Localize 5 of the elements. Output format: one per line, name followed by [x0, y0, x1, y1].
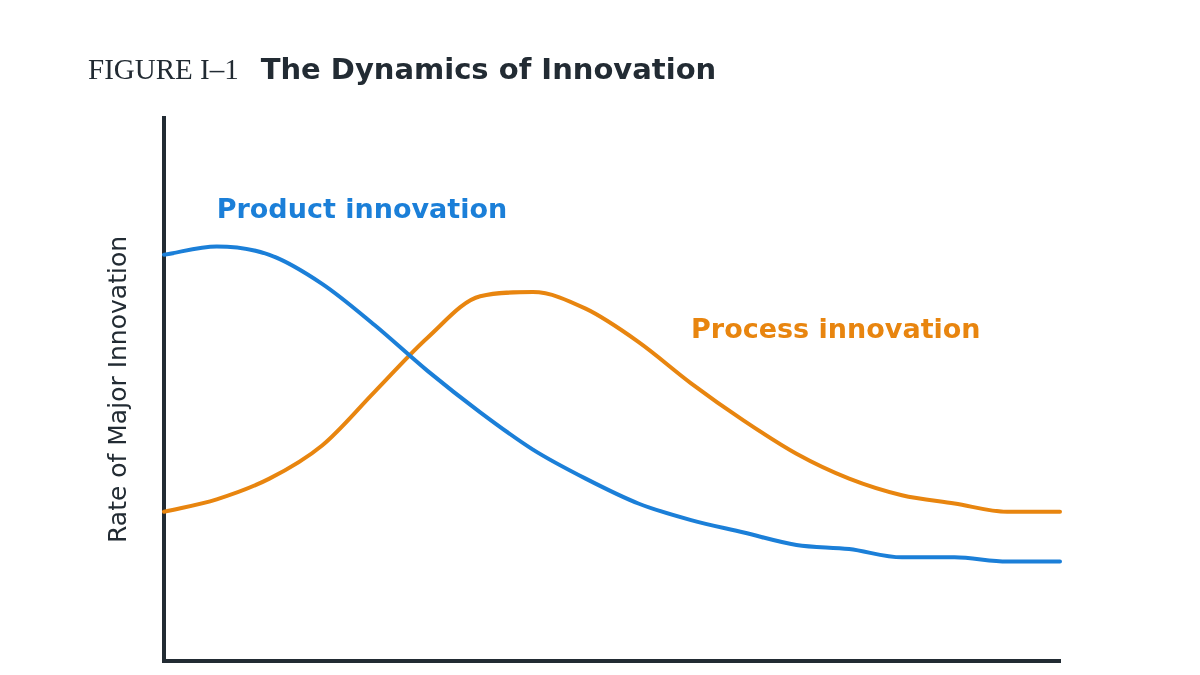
series-label: Product innovation — [216, 192, 508, 224]
text: FIGURE I–1 — [88, 53, 239, 86]
chart-title: The Dynamics of Innovation — [260, 52, 717, 86]
y-axis-title: Rate of Major Innovation — [102, 235, 132, 544]
series-label: Process innovation — [691, 313, 981, 345]
